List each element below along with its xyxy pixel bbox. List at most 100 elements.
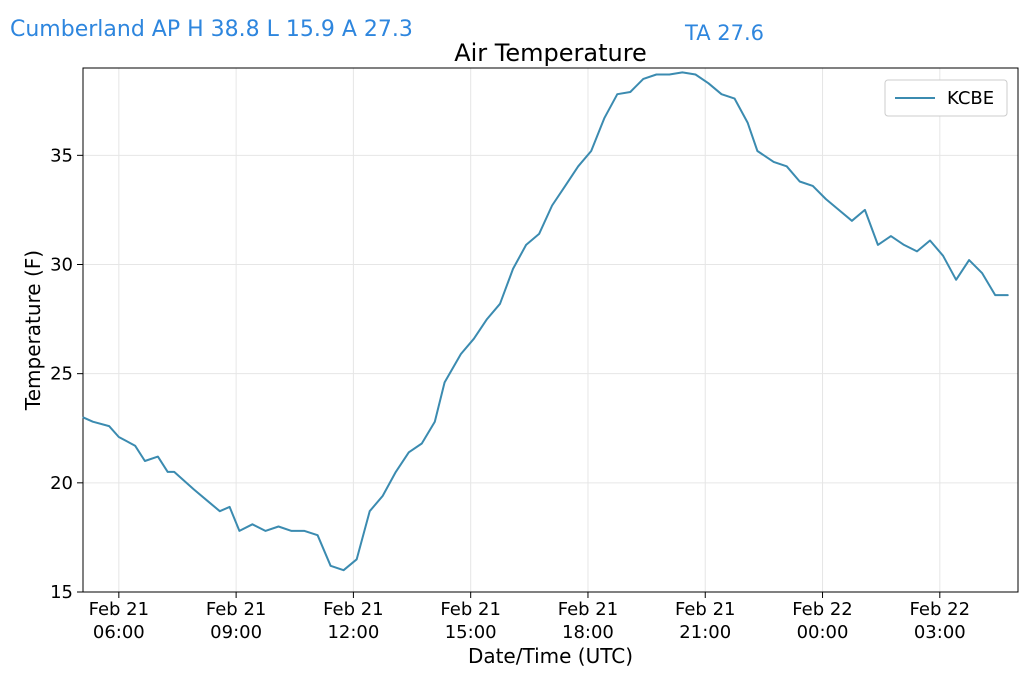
data-point <box>473 338 475 340</box>
data-point <box>942 255 944 257</box>
data-point <box>290 530 293 532</box>
y-tick-label: 35 <box>50 145 73 166</box>
data-point <box>681 71 684 73</box>
data-point <box>786 165 788 167</box>
data-point <box>929 239 931 242</box>
y-tick-label: 25 <box>50 364 73 385</box>
data-point <box>812 185 814 187</box>
y-tick-label: 15 <box>50 582 73 603</box>
x-tick-label-date: Feb 22 <box>910 599 971 620</box>
data-point <box>994 294 996 296</box>
data-point <box>157 456 159 458</box>
x-tick-label-time: 00:00 <box>797 622 849 643</box>
data-point <box>694 73 697 76</box>
x-axis-title: Date/Time (UTC) <box>468 644 633 668</box>
data-point <box>668 73 671 76</box>
x-tick-label-date: Feb 21 <box>558 599 619 620</box>
x-tick-label-time: 09:00 <box>210 622 262 643</box>
data-point <box>590 150 592 152</box>
data-point <box>707 82 710 84</box>
data-point <box>512 268 514 270</box>
x-tick-label-time: 03:00 <box>914 622 966 643</box>
data-point <box>955 279 957 281</box>
data-point <box>551 204 553 207</box>
data-point <box>629 91 631 93</box>
x-tick-label-date: Feb 21 <box>323 599 384 620</box>
data-point <box>144 460 146 462</box>
data-point <box>916 250 918 252</box>
data-point <box>303 530 306 532</box>
x-tick-label-date: Feb 21 <box>675 599 736 620</box>
x-tick-label-time: 06:00 <box>93 622 145 643</box>
x-tick-label-time: 21:00 <box>679 622 731 643</box>
data-point <box>434 421 436 423</box>
y-axis-title: Temperature (F) <box>21 250 45 411</box>
data-point <box>118 436 120 438</box>
data-point <box>382 495 384 497</box>
data-point <box>747 122 749 124</box>
data-point <box>616 93 618 95</box>
chart-title: Air Temperature <box>454 39 647 67</box>
data-point <box>890 235 892 237</box>
data-point <box>108 425 110 427</box>
data-point <box>82 416 84 418</box>
data-point <box>538 233 540 235</box>
data-point <box>219 510 221 512</box>
data-point <box>525 244 527 246</box>
data-point <box>167 471 169 473</box>
data-point <box>603 117 605 119</box>
data-point <box>330 565 332 567</box>
y-tick-label: 30 <box>50 255 73 276</box>
grid-lines <box>83 68 1018 593</box>
data-point <box>460 353 462 355</box>
data-point <box>1007 294 1009 296</box>
x-tick-label-time: 18:00 <box>562 622 614 643</box>
data-point <box>968 259 970 261</box>
x-tick-label-date: Feb 21 <box>440 599 501 620</box>
x-tick-label-time: 15:00 <box>445 622 497 643</box>
series-layer <box>82 71 1009 572</box>
data-point <box>238 530 240 532</box>
data-point <box>773 161 775 163</box>
data-point <box>799 180 801 183</box>
data-point <box>864 209 866 211</box>
legend-label: KCBE <box>947 88 994 109</box>
data-point <box>251 523 253 525</box>
data-point <box>173 471 175 473</box>
data-point <box>877 244 879 246</box>
y-tick-label: 20 <box>50 473 73 494</box>
data-point <box>851 220 853 222</box>
data-point <box>838 209 840 211</box>
data-point <box>343 569 345 571</box>
x-tick-label-date: Feb 21 <box>89 599 150 620</box>
data-point <box>734 98 736 100</box>
x-tick-label-date: Feb 22 <box>792 599 853 620</box>
data-point <box>486 318 488 320</box>
data-point <box>499 303 501 305</box>
data-point <box>193 488 195 490</box>
data-point <box>134 445 136 447</box>
plot-frame <box>82 67 1019 593</box>
x-tick-label-time: 12:00 <box>327 622 379 643</box>
data-point <box>264 530 266 532</box>
legend-box <box>884 79 1008 117</box>
data-point <box>903 244 905 246</box>
data-point <box>229 506 231 508</box>
data-point <box>981 272 983 274</box>
series-line-kcbe <box>82 71 1009 572</box>
station-stats-header: Cumberland AP H 38.8 L 15.9 A 27.3 <box>10 17 413 42</box>
data-point <box>756 150 759 152</box>
x-tick-label-date: Feb 21 <box>206 599 267 620</box>
data-point <box>564 185 566 187</box>
data-point <box>825 198 827 200</box>
data-point <box>395 471 397 473</box>
data-point <box>642 78 644 80</box>
data-point <box>720 93 723 95</box>
data-point <box>206 499 208 501</box>
legend: KCBE <box>884 79 1008 117</box>
data-point <box>369 510 371 512</box>
data-point <box>317 534 319 536</box>
data-point <box>356 558 358 560</box>
